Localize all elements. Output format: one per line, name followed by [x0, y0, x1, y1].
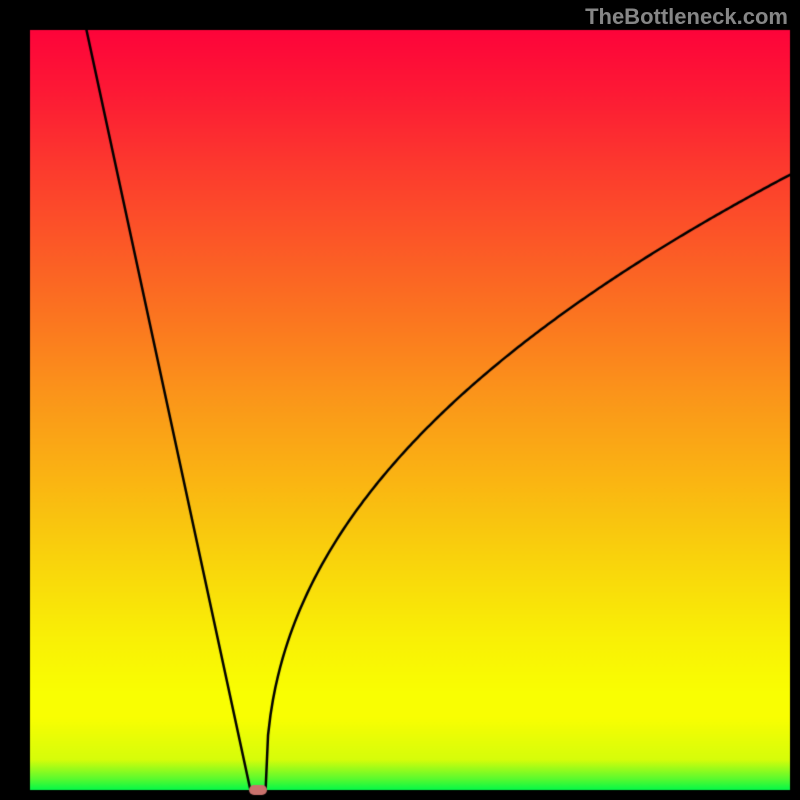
bottleneck-curve-chart [0, 0, 800, 800]
watermark-label: TheBottleneck.com [585, 4, 788, 30]
chart-container: TheBottleneck.com [0, 0, 800, 800]
